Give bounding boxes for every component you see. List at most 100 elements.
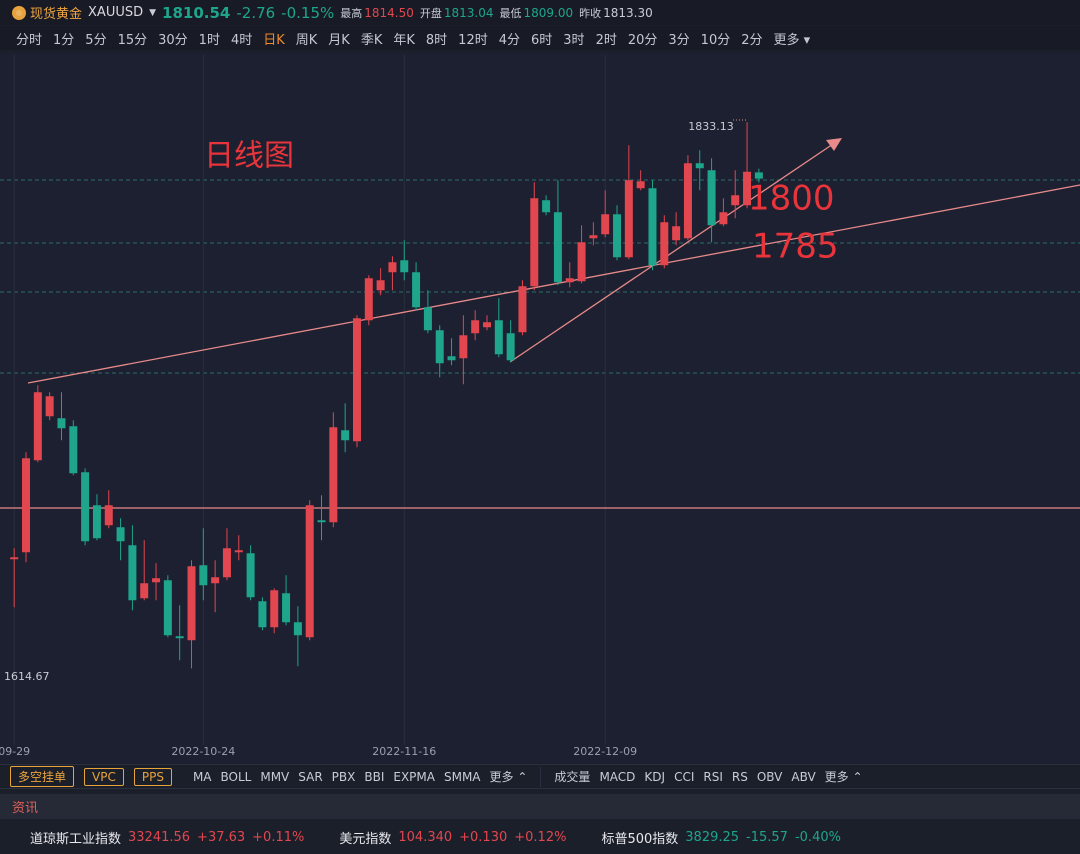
candle-body: [246, 553, 255, 598]
period-tab[interactable]: 6时: [531, 32, 553, 48]
x-tick-label: 2022-11-16: [372, 745, 436, 758]
toolbar-button[interactable]: 多空挂单: [10, 766, 75, 787]
indicator[interactable]: CCI: [674, 769, 695, 784]
candle-body: [317, 520, 326, 523]
indicator[interactable]: RS: [731, 769, 748, 784]
candle-body: [270, 590, 279, 628]
period-tab[interactable]: 1时: [198, 32, 220, 48]
symbol[interactable]: XAUUSD: [88, 5, 144, 20]
candle-body: [116, 527, 125, 542]
indicator[interactable]: SMMA: [443, 769, 481, 784]
dropdown[interactable]: ▼: [149, 7, 157, 18]
period-tab[interactable]: 3时: [563, 32, 585, 48]
ticker-name[interactable]: 标普500指数: [601, 831, 679, 847]
indicator[interactable]: MACD: [599, 769, 636, 784]
candle-body: [305, 505, 314, 638]
ticker-name[interactable]: 道琼斯工业指数: [30, 831, 122, 847]
candle-body: [187, 566, 196, 641]
period-tab[interactable]: 4分: [498, 32, 520, 48]
indicator-bar: 多空挂单 VPC PPS MA BOLL MMV SAR PBX BBI EXPMA SMMA 更多 …: [0, 764, 1080, 789]
more[interactable]: 更多 ⌃: [489, 770, 528, 784]
indicator[interactable]: BBI: [364, 769, 385, 784]
period-tab[interactable]: 分时: [16, 32, 43, 48]
candle-body: [530, 198, 539, 287]
ticker-pct: +0.11%: [252, 829, 305, 845]
period-tab[interactable]: 2时: [595, 32, 617, 48]
indicator[interactable]: BOLL: [220, 769, 252, 784]
indicator[interactable]: OBV: [756, 769, 783, 784]
period-tab[interactable]: 3分: [668, 32, 690, 48]
candle-body: [423, 307, 432, 331]
candle-body: [175, 636, 184, 639]
chart-bg: [0, 53, 1080, 763]
candle-body: [707, 170, 716, 226]
indicator[interactable]: SAR: [298, 769, 323, 784]
candle-body: [506, 333, 515, 361]
header: 现货黄金 XAUUSD ▼ 1810.54 -2.76 -0.15% 最高 1814…: [0, 0, 1080, 25]
indicator[interactable]: ABV: [791, 769, 816, 784]
candle-body: [672, 226, 681, 241]
toolbar-button[interactable]: VPC: [84, 767, 124, 786]
candle-body: [341, 430, 350, 441]
candle-body: [589, 235, 598, 239]
annotation: 1800: [748, 179, 835, 219]
period-tab[interactable]: 15分: [117, 32, 148, 48]
period-tab[interactable]: 月K: [328, 32, 350, 48]
period-tab[interactable]: 1分: [53, 32, 75, 48]
candle-body: [293, 622, 302, 636]
period-tab[interactable]: 12时: [458, 32, 488, 48]
candle-body: [731, 195, 740, 206]
toolbar-button[interactable]: PPS: [133, 767, 172, 786]
period-tab[interactable]: 更多 ▾: [773, 32, 811, 48]
indicator[interactable]: 成交量: [554, 770, 591, 784]
indicator[interactable]: KDJ: [644, 769, 666, 784]
indicator[interactable]: PBX: [331, 769, 356, 784]
period-tab[interactable]: 10分: [700, 32, 731, 48]
candle-body: [45, 396, 54, 417]
more[interactable]: 更多 ⌃: [824, 770, 863, 784]
period-tab[interactable]: 8时: [425, 32, 448, 48]
indicator[interactable]: MMV: [260, 769, 290, 784]
period-tab[interactable]: 4时: [230, 32, 253, 48]
value: 1814.50: [364, 5, 414, 20]
max-label: 1833.13: [688, 120, 734, 133]
period-tab[interactable]: 周K: [295, 32, 318, 48]
ticker-name[interactable]: 美元指数: [339, 831, 392, 847]
news-tab[interactable]: 资讯: [12, 801, 39, 816]
price: 1810.54: [162, 3, 231, 22]
period-tab[interactable]: 季K: [360, 32, 383, 48]
candle-body: [104, 505, 113, 526]
period-tab[interactable]: 5分: [85, 32, 107, 48]
candle-body: [636, 181, 645, 189]
indicator[interactable]: EXPMA: [393, 769, 435, 784]
gold-icon: [12, 6, 26, 20]
candle-body: [743, 171, 752, 206]
candle-body: [222, 548, 231, 578]
change: -2.76: [236, 3, 276, 22]
annotation: 日线图: [204, 139, 294, 174]
indicator[interactable]: MA: [192, 769, 212, 784]
period-tab[interactable]: 2分: [741, 32, 763, 48]
candle-body: [57, 418, 66, 429]
candle-body: [459, 335, 468, 359]
instrument-name[interactable]: 现货黄金: [30, 7, 83, 22]
candle-body: [92, 505, 101, 539]
candle-body: [494, 320, 503, 355]
ticker-value: 104.340: [398, 829, 453, 845]
candle-body: [69, 426, 78, 474]
x-tick-label: 2022-10-24: [171, 745, 235, 758]
candle-body: [352, 318, 361, 442]
period-tab[interactable]: 30分: [158, 32, 188, 48]
candle-body: [234, 550, 243, 553]
candle-body: [553, 212, 562, 283]
indicator[interactable]: RSI: [703, 769, 723, 784]
label: 最高: [340, 6, 363, 20]
period-tab[interactable]: 年K: [393, 32, 415, 48]
candle-body: [258, 601, 267, 628]
period-bar: 分时 1分 5分 15分 30分 1时 4时 日K 周K 月K 季K 年K 8时 12时 4分 6时 3时 2时 2…: [0, 26, 1080, 50]
period-tab[interactable]: 20分: [627, 32, 658, 48]
candle-body: [329, 427, 338, 523]
period-tab[interactable]: 日K: [263, 32, 285, 48]
label: 昨收: [579, 6, 602, 20]
